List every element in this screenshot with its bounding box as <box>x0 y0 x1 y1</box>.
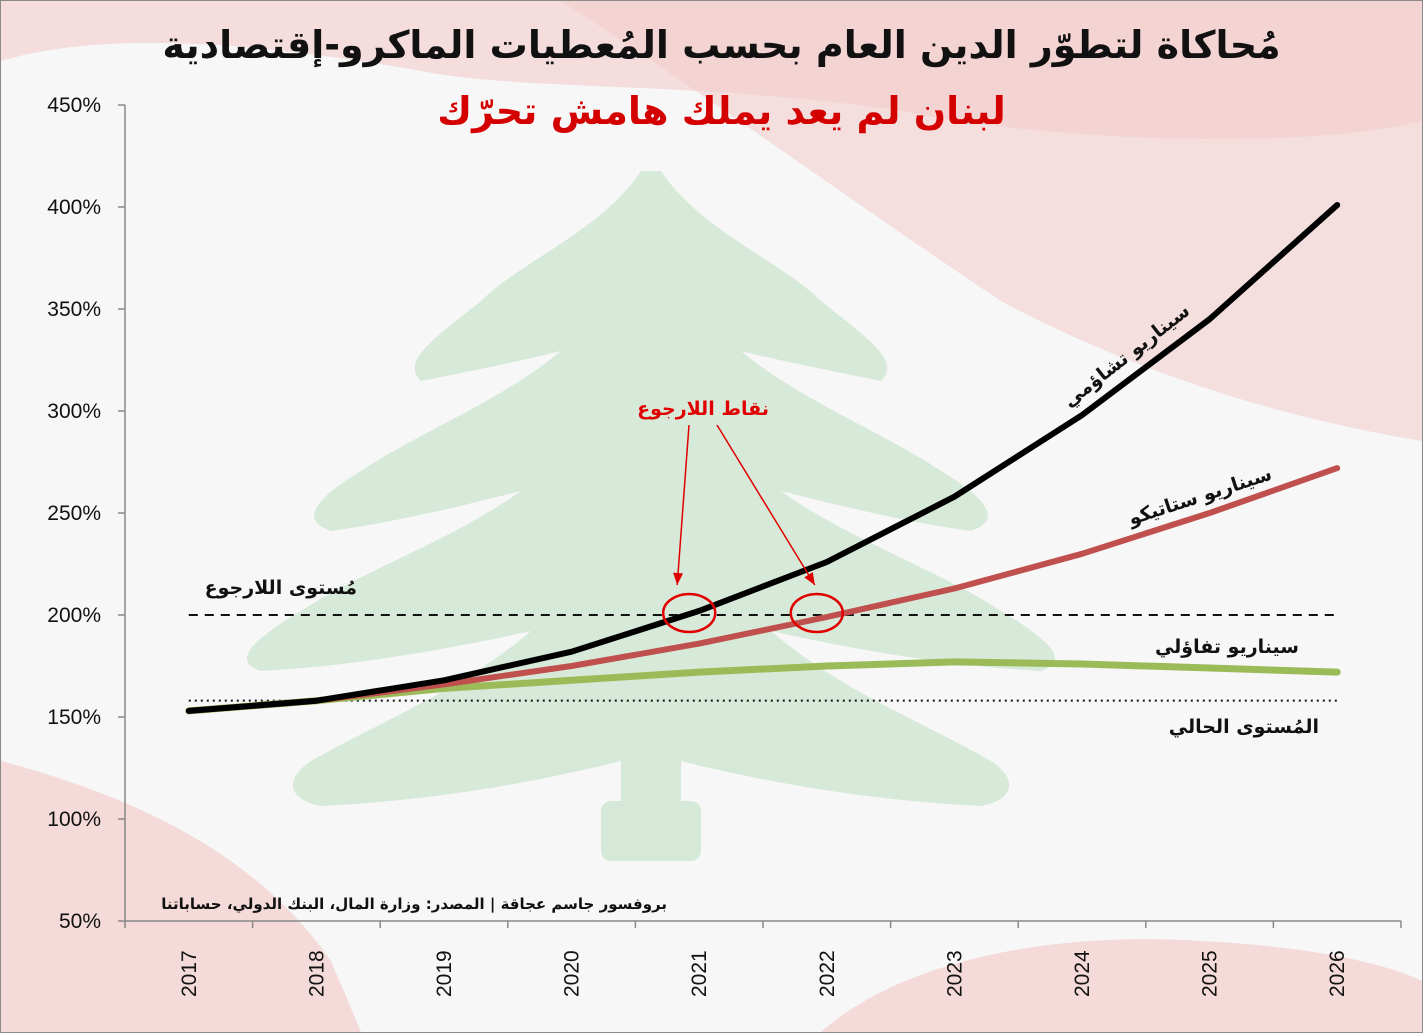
no-return-point-circle <box>789 592 845 634</box>
chart-series <box>185 202 1341 715</box>
x-tick-label: 2023 <box>943 950 966 997</box>
x-tick-label: 2018 <box>305 950 328 997</box>
x-tick-label: 2019 <box>433 950 456 997</box>
y-tick-label: 200% <box>47 604 101 627</box>
y-tick-label: 250% <box>47 502 101 525</box>
chart-title: مُحاكاة لتطوّر الدين العام بحسب المُعطيا… <box>162 23 1281 67</box>
y-tick-label: 300% <box>47 400 101 423</box>
y-tick-label: 400% <box>47 196 101 219</box>
x-tick-label: 2021 <box>688 950 711 997</box>
x-tick-label: 2022 <box>816 950 839 997</box>
ref-label-no-return: مُستوى اللارجوع <box>205 577 357 599</box>
y-tick-label: 150% <box>47 706 101 729</box>
chart-subtitle: لبنان لم يعد يملك هامش تحرّك <box>437 89 1006 133</box>
ref-label-current: المُستوى الحالي <box>1169 716 1319 738</box>
x-tick-label: 2026 <box>1326 950 1349 997</box>
series-line-pessimistic <box>185 202 1341 714</box>
annotation-no-return-points: نقاط اللارجوع <box>637 398 769 420</box>
y-tick-label: 100% <box>47 808 101 831</box>
annotation-arrowhead <box>804 572 815 585</box>
no-return-point-circle <box>661 592 717 634</box>
annotation-arrowhead <box>673 572 684 585</box>
x-tick-label: 2024 <box>1071 950 1094 997</box>
x-tick-label: 2017 <box>178 950 201 997</box>
y-tick-label: 450% <box>47 94 101 117</box>
annotation-arrow-line <box>676 424 690 586</box>
x-tick-label: 2020 <box>561 950 584 997</box>
series-label-optimistic: سيناريو تفاؤلي <box>1155 636 1299 658</box>
y-tick-label: 50% <box>59 910 101 933</box>
x-tick-label: 2025 <box>1199 950 1222 997</box>
y-tick-label: 350% <box>47 298 101 321</box>
source-note: بروفسور جاسم عجاقة | المصدر: وزارة المال… <box>161 895 667 914</box>
chart-axes: 50% 100% 150% 200% 250% 300% 350% 400% 450% 2017 2… <box>47 94 1402 997</box>
annotation-arrow-line <box>716 424 816 586</box>
